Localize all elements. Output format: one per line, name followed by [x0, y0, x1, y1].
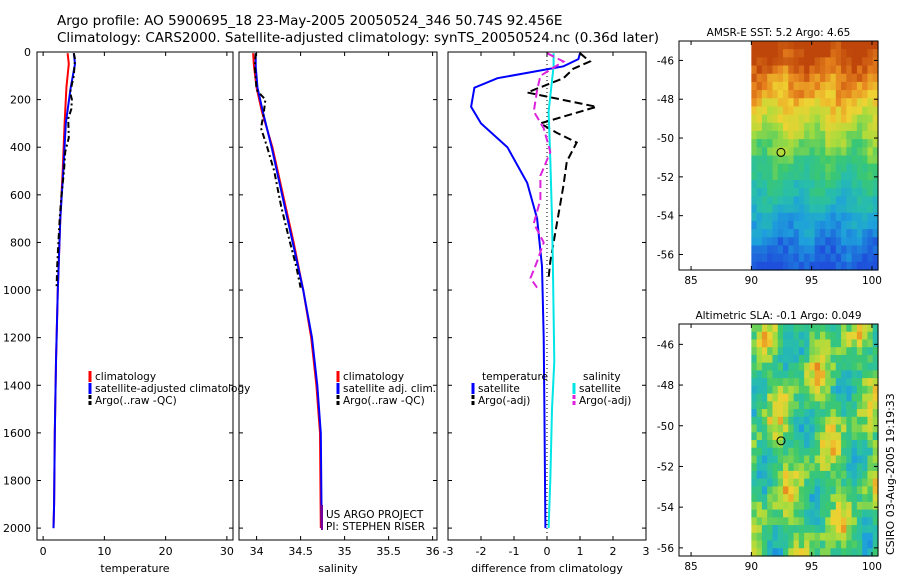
figure-title-line1: Argo profile: AO 5900695_18 23-May-2005 … — [57, 13, 563, 29]
map-y-tick-label: -46 — [657, 339, 674, 351]
x-tick-label: 36 — [426, 545, 440, 558]
x-tick-label: -1 — [509, 545, 520, 558]
map-x-tick-label: 85 — [684, 275, 697, 287]
series-line-climatology — [252, 53, 322, 529]
y-tick-label: 1200 — [3, 332, 31, 345]
y-tick-label: 0 — [24, 46, 31, 59]
map-x-tick-label: 100 — [862, 275, 882, 287]
map-title: AMSR-E SST: 5.2 Argo: 4.65 — [707, 27, 851, 39]
series-line-salinity-argo-adj- — [529, 52, 566, 289]
salinity-panel: 34 34.5 35 35.5 36 salinity — [238, 51, 440, 575]
map-y-tick-label: -50 — [657, 133, 674, 145]
x-tick-label: 34.5 — [288, 545, 313, 558]
legend3-temperature-heading: temperature — [482, 371, 548, 383]
argo-float-marker — [776, 436, 786, 446]
project-line2: PI: STEPHEN RISER — [326, 521, 425, 533]
map-y-tick-label: -52 — [657, 461, 674, 473]
x-tick-label: 20 — [159, 545, 173, 558]
legend3-salinity-heading: salinity — [583, 371, 621, 383]
x-tick-label: 35 — [338, 545, 352, 558]
x-axis-label: temperature — [100, 562, 169, 575]
plot-frame — [36, 51, 234, 541]
legend-satellite-label: satellite-adjusted climatology — [95, 383, 250, 395]
project-line1: US ARGO PROJECT — [326, 509, 424, 521]
argo-float-marker — [776, 147, 786, 157]
legend2-argo-label: Argo(..raw -QC) — [343, 395, 425, 407]
x-tick-label: 0 — [40, 545, 47, 558]
map-x-tick-label: 95 — [805, 275, 818, 287]
x-tick-label: -2 — [476, 545, 487, 558]
y-tick-label: 2000 — [3, 522, 31, 535]
map-title: Altimetric SLA: -0.1 Argo: 0.049 — [695, 310, 861, 322]
series-line-argo-raw-qc- — [55, 53, 77, 288]
map-x-tick-label: 85 — [684, 561, 697, 573]
x-tick-label: 1 — [577, 545, 584, 558]
difference-panel: -3 -2 -1 0 1 2 3 difference from climatology — [443, 51, 650, 575]
series-line-temperature-satellite — [470, 52, 581, 529]
map-y-tick-label: -48 — [657, 94, 674, 106]
legend2-satellite-label: satellite adj. clim. — [343, 383, 436, 395]
map-x-tick-label: 100 — [862, 561, 882, 573]
map-x-tick-label: 90 — [745, 275, 758, 287]
y-tick-label: 400 — [10, 141, 31, 154]
sst-map: AMSR-E SST: 5.2 Argo: 4.65 85 90 95 100 -46 -4… — [657, 27, 882, 287]
map-y-tick-label: -52 — [657, 172, 674, 184]
x-tick-label: 34 — [250, 545, 264, 558]
y-tick-label: 1400 — [3, 379, 31, 392]
series-line-salinity-satellite — [547, 53, 556, 529]
map-y-tick-label: -54 — [657, 211, 674, 223]
temperature-panel: 0 10 20 30 0 200 400 600 800 1000 1200 1400 1600 1800… — [3, 46, 234, 575]
sla-map: Altimetric SLA: -0.1 Argo: 0.049 85 90 95 10… — [657, 310, 882, 573]
legend3-temp-satellite-label: satellite — [478, 383, 520, 395]
map-y-tick-label: -56 — [657, 249, 674, 261]
map-frame — [678, 323, 879, 557]
legend3-sal-satellite-label: satellite — [579, 383, 621, 395]
x-tick-label: -3 — [443, 545, 454, 558]
y-tick-label: 200 — [10, 94, 31, 107]
x-tick-label: 10 — [97, 545, 111, 558]
map-y-tick-label: -56 — [657, 543, 674, 555]
x-axis-label: salinity — [318, 562, 358, 575]
map-x-tick-label: 90 — [745, 561, 758, 573]
plot-frame — [238, 51, 438, 541]
series-line-temperature-argo-adj- — [523, 52, 597, 279]
x-tick-label: 2 — [610, 545, 617, 558]
y-tick-label: 1800 — [3, 474, 31, 487]
legend3-temp-argo-label: Argo(-adj) — [478, 395, 530, 407]
legend-argo-label: Argo(..raw -QC) — [95, 395, 177, 407]
series-line-satellite-adj-clim- — [254, 53, 323, 529]
map-heat-grid — [751, 41, 879, 271]
series-line-satellite-adjusted-climatology — [52, 53, 77, 529]
figure-title-line2: Climatology: CARS2000. Satellite-adjuste… — [57, 30, 660, 46]
map-y-tick-label: -50 — [657, 421, 674, 433]
series-line-argo-raw-qc- — [253, 53, 302, 288]
legend3-sal-argo-label: Argo(-adj) — [579, 395, 631, 407]
y-tick-label: 600 — [10, 189, 31, 202]
x-axis-label: difference from climatology — [471, 562, 623, 575]
y-tick-label: 1000 — [3, 284, 31, 297]
map-y-tick-label: -54 — [657, 502, 674, 514]
map-x-tick-label: 95 — [805, 561, 818, 573]
x-tick-label: 30 — [220, 545, 234, 558]
y-tick-label: 800 — [10, 236, 31, 249]
map-heat-grid — [751, 324, 879, 557]
map-y-tick-label: -46 — [657, 55, 674, 67]
legend2-climatology-label: climatology — [343, 371, 404, 383]
x-tick-label: 3 — [643, 545, 650, 558]
legend-climatology-label: climatology — [95, 371, 156, 383]
x-tick-label: 35.5 — [376, 545, 401, 558]
timestamp-label: CSIRO 03-Aug-2005 19:19:33 — [884, 393, 897, 555]
map-y-tick-label: -48 — [657, 380, 674, 392]
x-tick-label: 0 — [544, 545, 551, 558]
map-frame — [678, 40, 879, 271]
y-tick-label: 1600 — [3, 427, 31, 440]
